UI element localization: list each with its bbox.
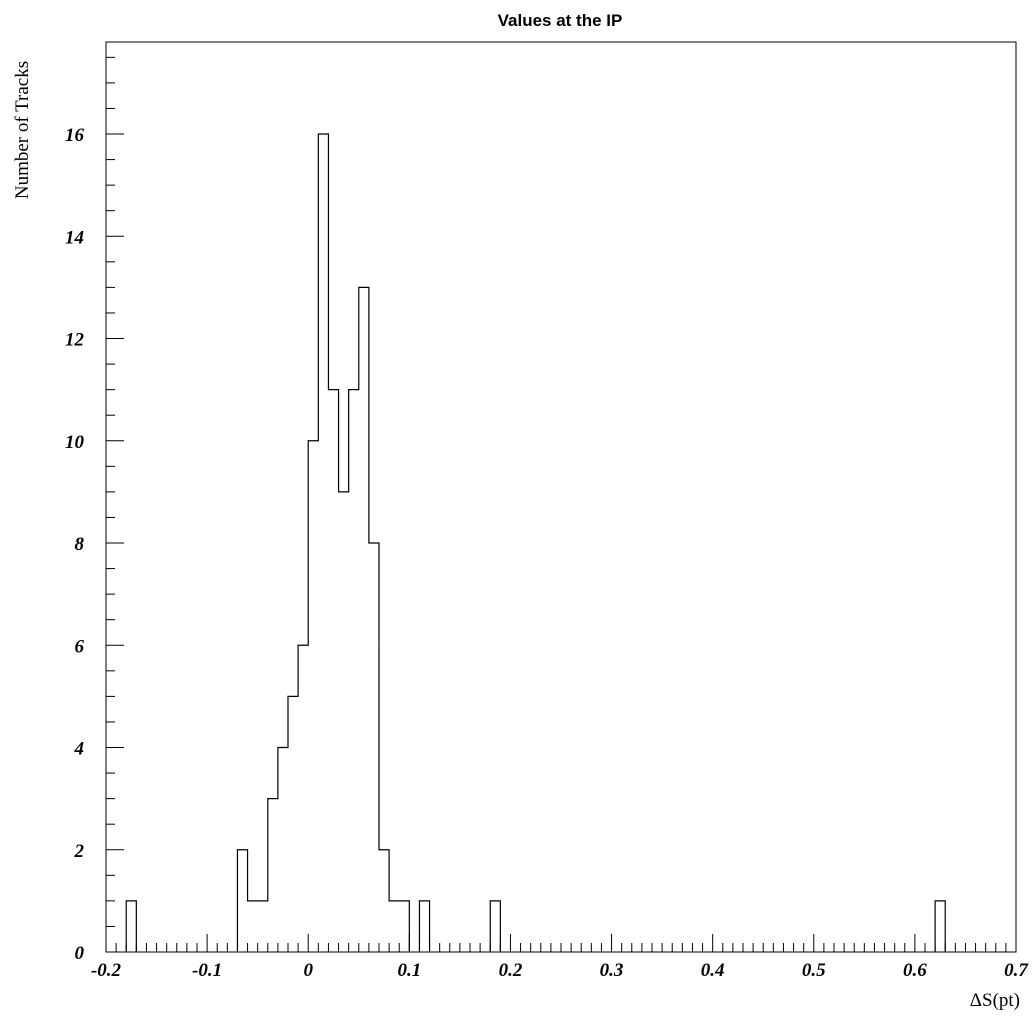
x-tick-label: -0.1 — [192, 960, 222, 981]
x-tick-label: 0.4 — [701, 960, 725, 981]
histogram-bin — [298, 645, 308, 952]
plot-frame — [105, 41, 1017, 953]
histogram-bin — [359, 287, 369, 952]
histogram-bin — [278, 748, 288, 952]
x-tick-label: 0.5 — [802, 960, 826, 981]
chart-title: Values at the IP — [498, 11, 623, 30]
histogram-bin — [419, 901, 429, 952]
x-tick-label: 0 — [303, 960, 313, 981]
x-tick-label: 0.7 — [1004, 960, 1029, 981]
y-tick-label: 4 — [74, 739, 85, 760]
y-tick-label: 12 — [65, 330, 85, 351]
y-axis-label: Number of Tracks — [12, 61, 33, 199]
histogram-outline — [125, 133, 946, 952]
y-tick-label: 6 — [75, 636, 85, 657]
x-tick-label: 0.1 — [397, 960, 421, 981]
histogram-bin — [318, 134, 328, 952]
histogram-bin — [126, 901, 136, 952]
histogram-bin — [339, 492, 349, 952]
histogram-bin — [935, 901, 945, 952]
y-tick-label: 16 — [65, 125, 85, 146]
histogram-bin — [237, 850, 247, 952]
histogram-bin — [379, 850, 389, 952]
histogram-bin — [288, 696, 298, 952]
y-tick-label: 10 — [65, 432, 85, 453]
histogram-bin — [248, 901, 258, 952]
y-tick-label: 2 — [74, 841, 85, 862]
histogram-bin — [268, 799, 278, 952]
axis-ticks: -0.2 -0.1 0 0.1 0.2 0.3 0.4 0.5 0.6 0.7 0 2 4 6 8 10 12 1… — [65, 56, 1029, 981]
histogram-bins — [126, 134, 945, 952]
x-tick-label: -0.2 — [91, 960, 122, 981]
histogram-bin — [328, 390, 338, 952]
histogram-bin — [490, 901, 500, 952]
x-tick-label: 0.3 — [600, 960, 624, 981]
histogram-bin — [389, 901, 399, 952]
histogram-bin — [399, 901, 409, 952]
histogram-bin — [369, 543, 379, 952]
y-tick-label: 0 — [75, 943, 85, 964]
x-axis-label: ΔS(pt) — [970, 990, 1020, 1011]
x-tick-label: 0.2 — [499, 960, 523, 981]
y-tick-label: 14 — [65, 227, 84, 248]
y-tick-label: 8 — [75, 534, 85, 555]
histogram-bin — [308, 441, 318, 952]
x-tick-label: 0.6 — [903, 960, 927, 981]
histogram-bin — [258, 901, 268, 952]
histogram-bin — [349, 390, 359, 952]
